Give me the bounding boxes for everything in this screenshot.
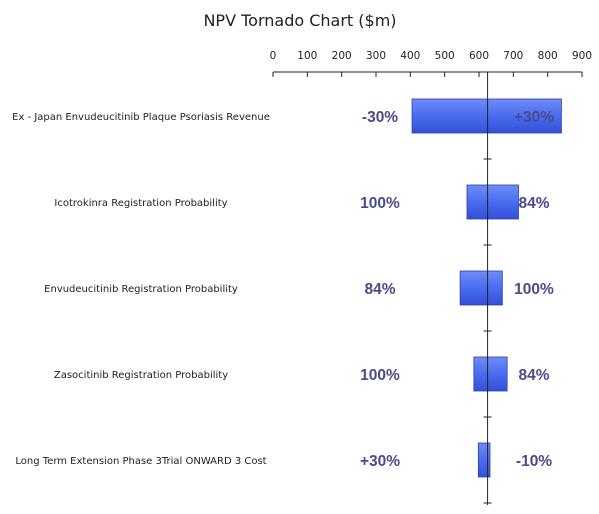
category-label: Zasocitinib Registration Probability — [54, 370, 228, 381]
bar-left-label: 84% — [364, 281, 395, 298]
bar-right-label: 100% — [514, 281, 554, 298]
bar-left-label: 100% — [360, 367, 400, 384]
x-tick-label: 700 — [503, 50, 523, 62]
base-line-group — [483, 72, 492, 505]
x-tick-label: 300 — [366, 50, 386, 62]
x-tick-label: 900 — [572, 50, 592, 62]
bar-right-label: 84% — [518, 367, 549, 384]
x-tick-label: 200 — [332, 50, 352, 62]
x-tick-label: 600 — [469, 50, 489, 62]
x-tick-label: 500 — [435, 50, 455, 62]
x-tick-label: 400 — [400, 50, 420, 62]
x-tick-label: 0 — [270, 50, 277, 62]
bar-right-label: +30% — [514, 109, 554, 126]
bar-left-label: 100% — [360, 195, 400, 212]
labels: Ex - Japan Envudeucitinib Plaque Psorias… — [12, 109, 554, 470]
tornado-bar — [459, 270, 503, 306]
bar-left-label: +30% — [360, 453, 400, 470]
bar-left-label: -30% — [362, 109, 398, 126]
tornado-bar — [477, 442, 491, 478]
tornado-bar — [473, 356, 508, 392]
x-tick-label: 100 — [297, 50, 317, 62]
x-axis: 0 100 200 300 400 500 600 700 800 900 — [270, 50, 592, 77]
x-tick-label: 800 — [538, 50, 558, 62]
bar-right-label: 84% — [518, 195, 549, 212]
bars — [411, 98, 562, 478]
category-label: Icotrokinra Registration Probability — [54, 198, 227, 209]
tornado-bar — [411, 98, 562, 134]
category-label: Ex - Japan Envudeucitinib Plaque Psorias… — [12, 112, 270, 123]
bar-right-label: -10% — [516, 453, 552, 470]
chart-title: NPV Tornado Chart ($m) — [203, 11, 396, 30]
tornado-bar — [466, 184, 519, 220]
category-label: Long Term Extension Phase 3Trial ONWARD … — [15, 456, 266, 467]
category-label: Envudeucitinib Registration Probability — [44, 284, 238, 295]
